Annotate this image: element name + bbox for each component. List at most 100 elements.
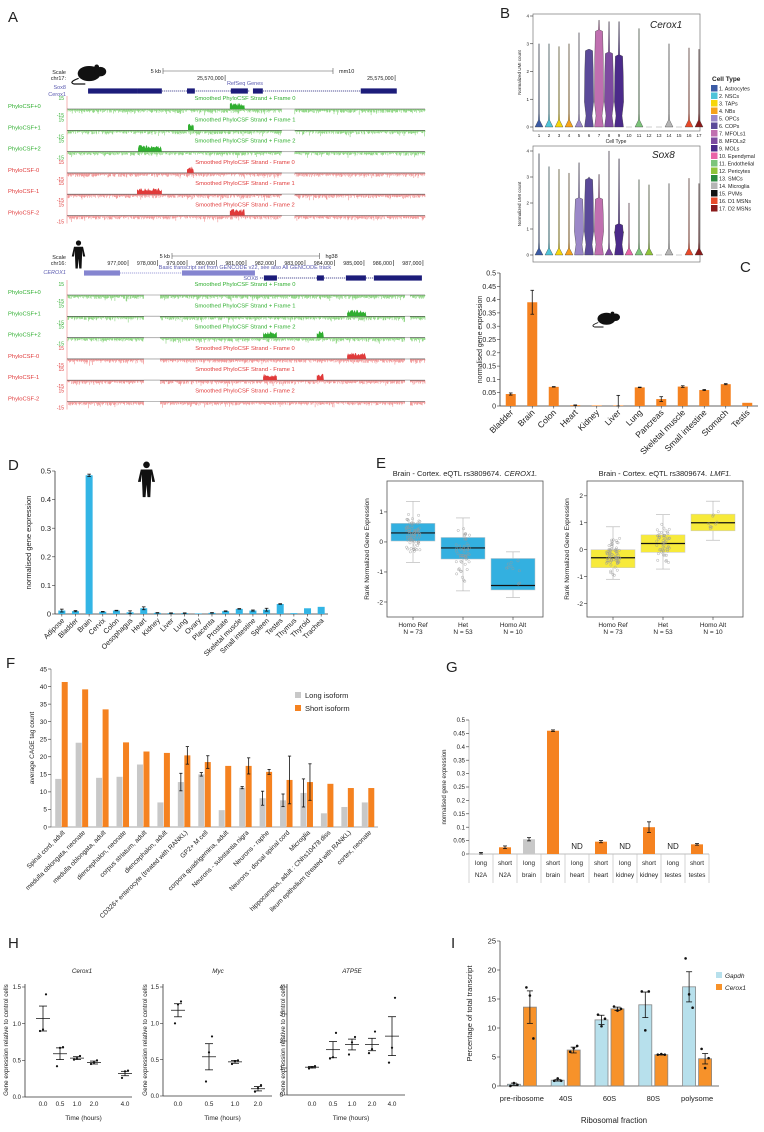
exon <box>187 88 195 94</box>
x-tick-label: Neurons - raphe <box>232 829 271 868</box>
legend-swatch <box>711 100 718 107</box>
bar <box>505 394 516 406</box>
sample-point <box>408 541 412 545</box>
sample-point <box>455 547 459 550</box>
bar <box>527 302 538 406</box>
mouse-body <box>597 312 616 325</box>
plot-title: Cerox1 <box>72 968 92 975</box>
violin-5 <box>574 162 584 256</box>
legend-swatch <box>711 160 718 167</box>
coding-signal-peak <box>188 123 194 131</box>
sample-point <box>666 546 670 550</box>
sample-point <box>711 514 715 518</box>
legend-swatch <box>711 107 718 114</box>
bar <box>249 610 257 614</box>
x-tick-label: 9 <box>618 133 621 138</box>
track-ymax: 15 <box>58 367 64 373</box>
tissue-label: brain <box>546 872 560 879</box>
y-tick-label: 0.0 <box>13 1095 22 1101</box>
data-point <box>603 1017 607 1021</box>
coordinate-label: 979,000 <box>166 261 185 267</box>
exon <box>345 275 366 281</box>
coordinate-label: 980,000 <box>196 261 215 267</box>
x-tick-label: 2 <box>548 133 551 138</box>
exon <box>252 88 263 94</box>
data-point <box>210 1035 214 1038</box>
track-title: Smoothed PhyloCSF Strand - Frame 0 <box>195 346 295 352</box>
legend-label: Short isoform <box>305 704 350 713</box>
x-tick-label: 15 <box>676 133 682 138</box>
mouse-head <box>94 66 107 77</box>
sample-point <box>457 567 461 571</box>
bar-long <box>218 810 225 827</box>
phylocsf-signal <box>67 337 426 344</box>
panel-label: A <box>8 9 18 26</box>
y-tick-label: 1 <box>280 1066 284 1072</box>
y-tick-label: 25 <box>40 736 48 743</box>
sample-point <box>716 510 720 514</box>
x-tick-label: 4.0 <box>388 1101 397 1108</box>
y-tick-label: 0 <box>47 610 51 619</box>
data-point <box>347 1053 351 1056</box>
data-point <box>616 1009 619 1012</box>
violin-1 <box>534 153 544 256</box>
sample-point <box>454 560 458 564</box>
plot-frame <box>586 480 744 618</box>
y-axis-label: Rank Normalized Gene Expression <box>564 498 571 600</box>
legend-label: 14. Microglia <box>719 184 750 190</box>
sample-point <box>465 568 469 571</box>
phylocsf-signal <box>67 401 426 409</box>
gene-label: Cerox1 <box>48 92 66 98</box>
y-tick-label: 0 <box>526 125 529 130</box>
track-ymax: 15 <box>58 346 64 352</box>
coordinate-label: 986,000 <box>373 261 392 267</box>
y-axis-label: Rank Normalized Gene Expression <box>364 498 371 600</box>
sample-point <box>454 543 458 547</box>
x-tick-label: 1.0 <box>348 1101 357 1108</box>
sample-point <box>410 525 414 528</box>
legend-label: 3. TAPs <box>719 102 738 108</box>
sample-point <box>413 547 417 551</box>
bar-short <box>327 783 334 827</box>
track-label: PhyloCSF+0 <box>8 290 41 296</box>
data-point <box>644 1029 647 1032</box>
bar <box>140 608 148 614</box>
y-tick-label: 1 <box>526 97 529 102</box>
x-tick-label: 2.0 <box>368 1101 377 1108</box>
data-point <box>568 1050 572 1054</box>
group-label: Homo Alt <box>700 622 727 629</box>
track-ymax: 15 <box>58 160 64 166</box>
isoform-label: short <box>642 860 656 867</box>
x-tick-label: Kidney <box>576 407 602 433</box>
sample-point <box>667 561 670 564</box>
sample-point <box>662 526 666 530</box>
coding-signal-peak <box>347 309 367 317</box>
violin-2 <box>544 166 554 256</box>
track-title: Smoothed PhyloCSF Strand - Frame 2 <box>195 389 295 395</box>
sample-point <box>616 553 620 557</box>
sample-point <box>666 532 670 535</box>
bar <box>304 608 312 614</box>
data-point <box>373 1030 377 1033</box>
track-label: PhyloCSF-0 <box>8 354 39 360</box>
sample-point <box>505 566 508 570</box>
legend-swatch <box>711 130 718 137</box>
bar-short <box>643 827 655 854</box>
y-tick-label: 3 <box>280 1012 284 1018</box>
x-tick-label: 0.5 <box>56 1101 65 1108</box>
sample-point <box>464 532 468 536</box>
x-tick-label: 8 <box>608 133 611 138</box>
violin-14 <box>664 43 674 128</box>
bar-short <box>266 771 273 827</box>
sample-point <box>715 520 719 524</box>
sample-point <box>408 550 412 554</box>
sample-point <box>463 562 467 566</box>
sample-point <box>606 559 610 562</box>
coordinate-label: 982,000 <box>255 261 274 267</box>
sample-point <box>411 517 414 521</box>
legend-swatch <box>711 152 718 159</box>
coordinate-label: 978,000 <box>137 261 156 267</box>
scale-label: Scale <box>52 255 66 261</box>
